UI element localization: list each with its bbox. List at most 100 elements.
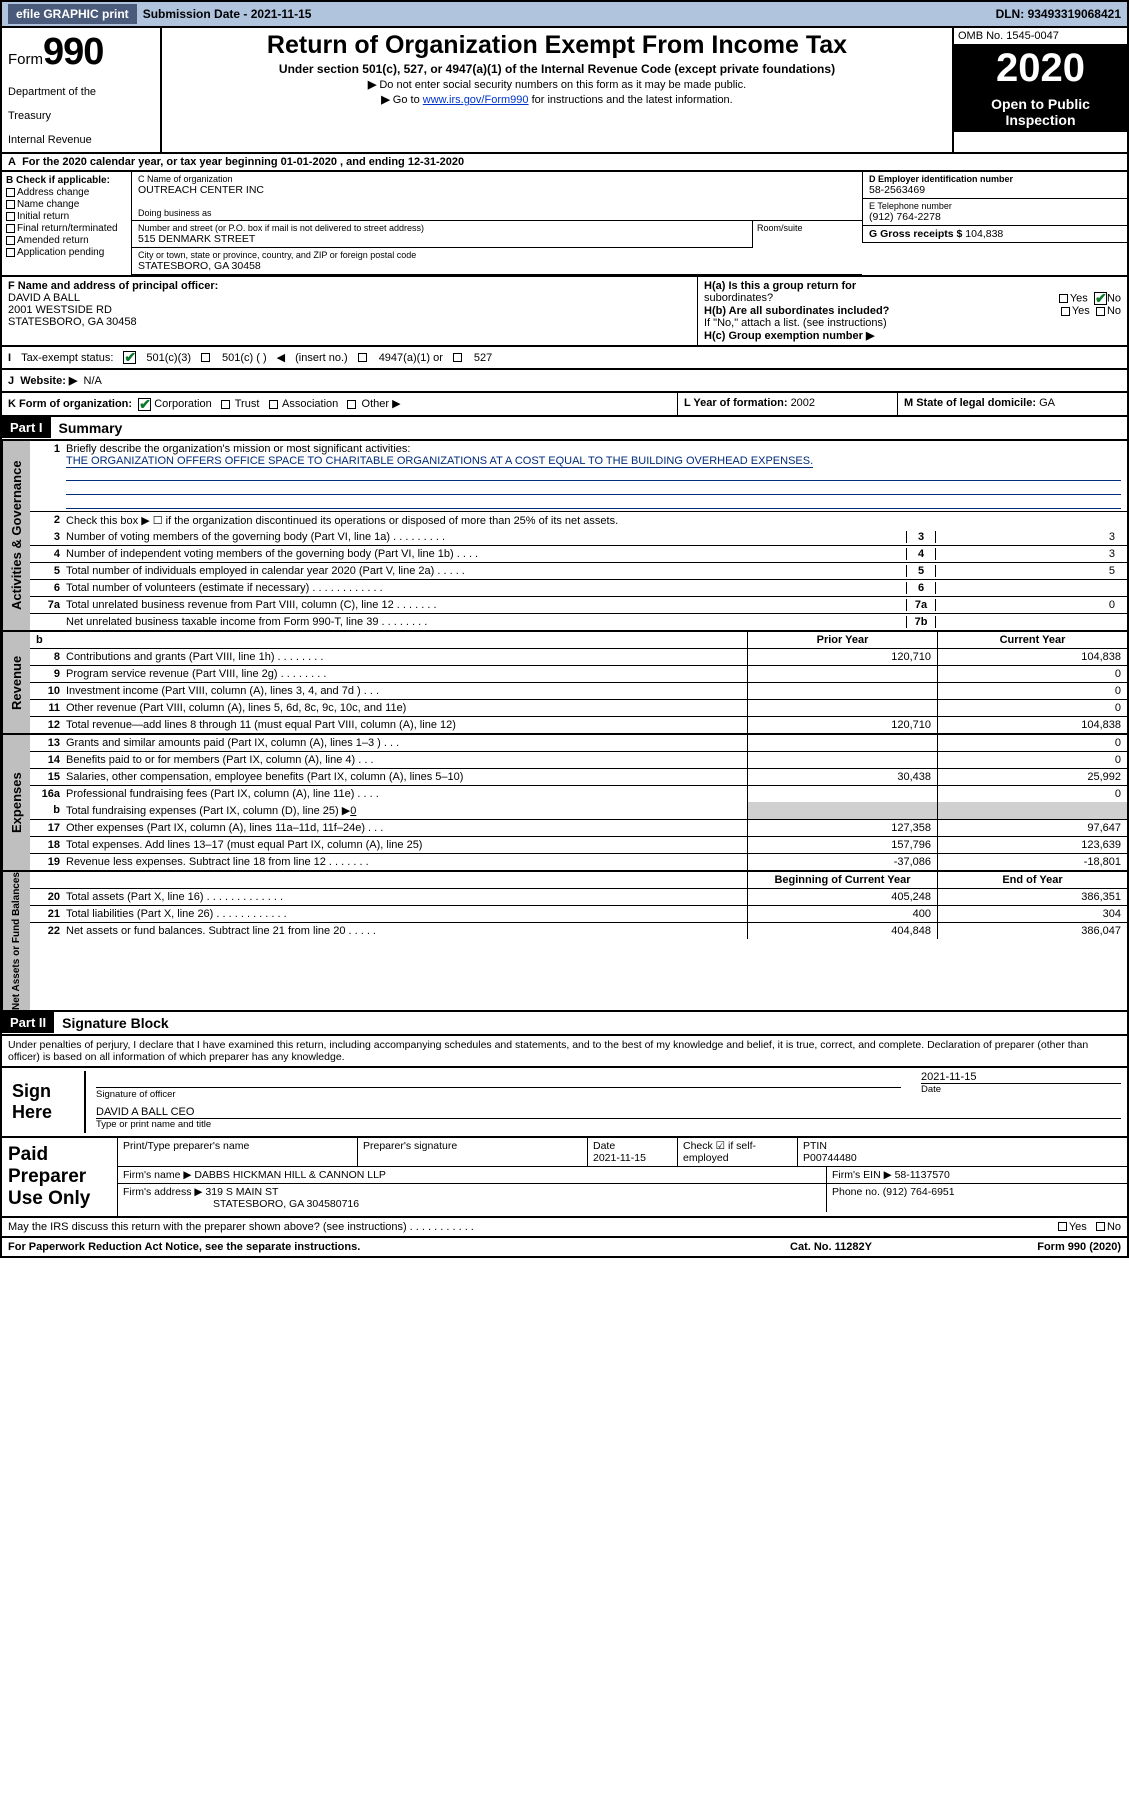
part-ii-label: Part II: [2, 1012, 54, 1033]
dln: DLN: 93493319068421: [996, 7, 1121, 21]
form-title: Return of Organization Exempt From Incom…: [172, 31, 942, 60]
note-link: ▶ Go to www.irs.gov/Form990 for instruct…: [172, 93, 942, 106]
row-20: 20Total assets (Part X, line 16) . . . .…: [30, 889, 1127, 906]
form-label: Form: [8, 51, 43, 68]
part-i-title: Summary: [51, 417, 131, 439]
firm-phone: Phone no. (912) 764-6951: [827, 1184, 1127, 1212]
omb-number: OMB No. 1545-0047: [954, 28, 1127, 46]
paid-preparer-block: Paid Preparer Use Only Print/Type prepar…: [0, 1138, 1129, 1218]
section-revenue: Revenue b Prior Year Current Year 8Contr…: [0, 632, 1129, 735]
chk-name-change[interactable]: Name change: [6, 199, 127, 210]
row-21: 21Total liabilities (Part X, line 26) . …: [30, 906, 1127, 923]
gov-line-4: 4Number of independent voting members of…: [30, 546, 1127, 563]
row-klm: K Form of organization: Corporation Trus…: [0, 393, 1129, 417]
section-expenses: Expenses 13Grants and similar amounts pa…: [0, 735, 1129, 872]
paperwork-notice: For Paperwork Reduction Act Notice, see …: [8, 1241, 721, 1253]
dba-label: Doing business as: [138, 208, 856, 218]
row-15: 15Salaries, other compensation, employee…: [30, 769, 1127, 786]
row-16a: 16aProfessional fundraising fees (Part I…: [30, 786, 1127, 802]
chk-pending[interactable]: Application pending: [6, 247, 127, 258]
gov-line-7a: 7aTotal unrelated business revenue from …: [30, 597, 1127, 614]
col-beginning: Beginning of Current Year: [747, 872, 937, 889]
row-11: 11Other revenue (Part VIII, column (A), …: [30, 700, 1127, 717]
street-address: 515 DENMARK STREET: [138, 233, 746, 245]
dept-line2: Treasury: [8, 110, 154, 122]
submission-date-label: Submission Date - 2021-11-15: [143, 7, 312, 21]
sign-here-label: Sign Here: [8, 1071, 78, 1133]
principal-row: F Name and address of principal officer:…: [0, 277, 1129, 347]
row-18: 18Total expenses. Add lines 13–17 (must …: [30, 837, 1127, 854]
room-suite: Room/suite: [752, 221, 862, 248]
section-h: H(a) Is this a group return for subordin…: [697, 277, 1127, 345]
identity-block: B Check if applicable: Address change Na…: [0, 172, 1129, 277]
gross-cell: G Gross receipts $ 104,838: [862, 226, 1127, 243]
l-year-formation: L Year of formation: 2002: [677, 393, 897, 415]
chk-final-return[interactable]: Final return/terminated: [6, 223, 127, 234]
line-1: 1Briefly describe the organization's mis…: [30, 441, 1127, 512]
phone-value: (912) 764-2278: [869, 211, 1121, 223]
chk-amended[interactable]: Amended return: [6, 235, 127, 246]
chk-initial-return[interactable]: Initial return: [6, 211, 127, 222]
sig-date-label: Date: [921, 1083, 1121, 1095]
section-net-assets: Net Assets or Fund Balances Beginning of…: [0, 872, 1129, 1012]
org-name: OUTREACH CENTER INC: [138, 184, 856, 196]
row-19: 19Revenue less expenses. Subtract line 1…: [30, 854, 1127, 870]
ha-no-checked: [1094, 292, 1107, 305]
line-2: 2Check this box ▶ ☐ if the organization …: [30, 512, 1127, 529]
city-cell: City or town, state or province, country…: [132, 248, 862, 275]
row-i-exempt: I Tax-exempt status: 501(c)(3) 501(c) ( …: [0, 347, 1129, 370]
form-ref: Form 990 (2020): [941, 1241, 1121, 1253]
part-i-label: Part I: [2, 417, 51, 438]
ein-value: 58-2563469: [869, 184, 1121, 196]
tab-net-assets: Net Assets or Fund Balances: [2, 872, 30, 1010]
form-subtitle: Under section 501(c), 527, or 4947(a)(1)…: [172, 62, 942, 76]
net-header: Beginning of Current Year End of Year: [30, 872, 1127, 889]
dept-line3: Internal Revenue: [8, 134, 154, 146]
org-name-cell: C Name of organization OUTREACH CENTER I…: [132, 172, 862, 221]
row-j-website: J Website: ▶ N/A: [0, 370, 1129, 393]
irs-link[interactable]: www.irs.gov/Form990: [423, 94, 529, 106]
row-12: 12Total revenue—add lines 8 through 11 (…: [30, 717, 1127, 733]
note-ssn: ▶ Do not enter social security numbers o…: [172, 78, 942, 91]
col-defg: D Employer identification number 58-2563…: [862, 172, 1127, 275]
form-year-block: OMB No. 1545-0047 2020 Open to PublicIns…: [952, 28, 1127, 152]
form-title-block: Return of Organization Exempt From Incom…: [162, 28, 952, 152]
phone-cell: E Telephone number (912) 764-2278: [862, 199, 1127, 226]
row-17: 17Other expenses (Part IX, column (A), l…: [30, 820, 1127, 837]
firm-ein: Firm's EIN ▶ 58-1137570: [827, 1167, 1127, 1184]
tab-revenue: Revenue: [2, 632, 30, 733]
gov-line-5: 5Total number of individuals employed in…: [30, 563, 1127, 580]
rev-header: b Prior Year Current Year: [30, 632, 1127, 649]
m-state: M State of legal domicile: GA: [897, 393, 1127, 415]
tab-governance: Activities & Governance: [2, 441, 30, 630]
row-14: 14Benefits paid to or for members (Part …: [30, 752, 1127, 769]
ein-cell: D Employer identification number 58-2563…: [862, 172, 1127, 199]
efile-print-button[interactable]: efile GRAPHIC print: [8, 4, 137, 24]
mission-text: THE ORGANIZATION OFFERS OFFICE SPACE TO …: [66, 455, 813, 468]
row-10: 10Investment income (Part VIII, column (…: [30, 683, 1127, 700]
col-prior-year: Prior Year: [747, 632, 937, 649]
part-ii-header-row: Part II Signature Block: [0, 1012, 1129, 1036]
chk-address-change[interactable]: Address change: [6, 187, 127, 198]
col-end: End of Year: [937, 872, 1127, 889]
col-b-checkboxes: B Check if applicable: Address change Na…: [2, 172, 132, 275]
row-9: 9Program service revenue (Part VIII, lin…: [30, 666, 1127, 683]
gov-line-6: 6Total number of volunteers (estimate if…: [30, 580, 1127, 597]
penalties-statement: Under penalties of perjury, I declare th…: [0, 1036, 1129, 1068]
city-state-zip: STATESBORO, GA 30458: [138, 260, 856, 272]
chk-corp: [138, 398, 151, 411]
gross-receipts: 104,838: [965, 228, 1003, 240]
form-header: Form990 Department of the Treasury Inter…: [0, 28, 1129, 154]
k-org-form: K Form of organization: Corporation Trus…: [2, 393, 677, 415]
firm-address: Firm's address ▶ 319 S MAIN STSTATESBORO…: [118, 1184, 827, 1212]
form-number-block: Form990 Department of the Treasury Inter…: [2, 28, 162, 152]
line-16b: bTotal fundraising expenses (Part IX, co…: [30, 802, 1127, 820]
cell-16b-prior: [747, 802, 937, 820]
gov-line-3: 3Number of voting members of the governi…: [30, 529, 1127, 546]
col-b-label: B Check if applicable:: [6, 175, 110, 186]
tax-year: 2020: [954, 46, 1127, 92]
firm-name: Firm's name ▶ DABBS HICKMAN HILL & CANNO…: [118, 1167, 827, 1184]
cell-16b-curr: [937, 802, 1127, 820]
paid-preparer-label: Paid Preparer Use Only: [2, 1138, 117, 1216]
col-c-name-address: C Name of organization OUTREACH CENTER I…: [132, 172, 862, 275]
